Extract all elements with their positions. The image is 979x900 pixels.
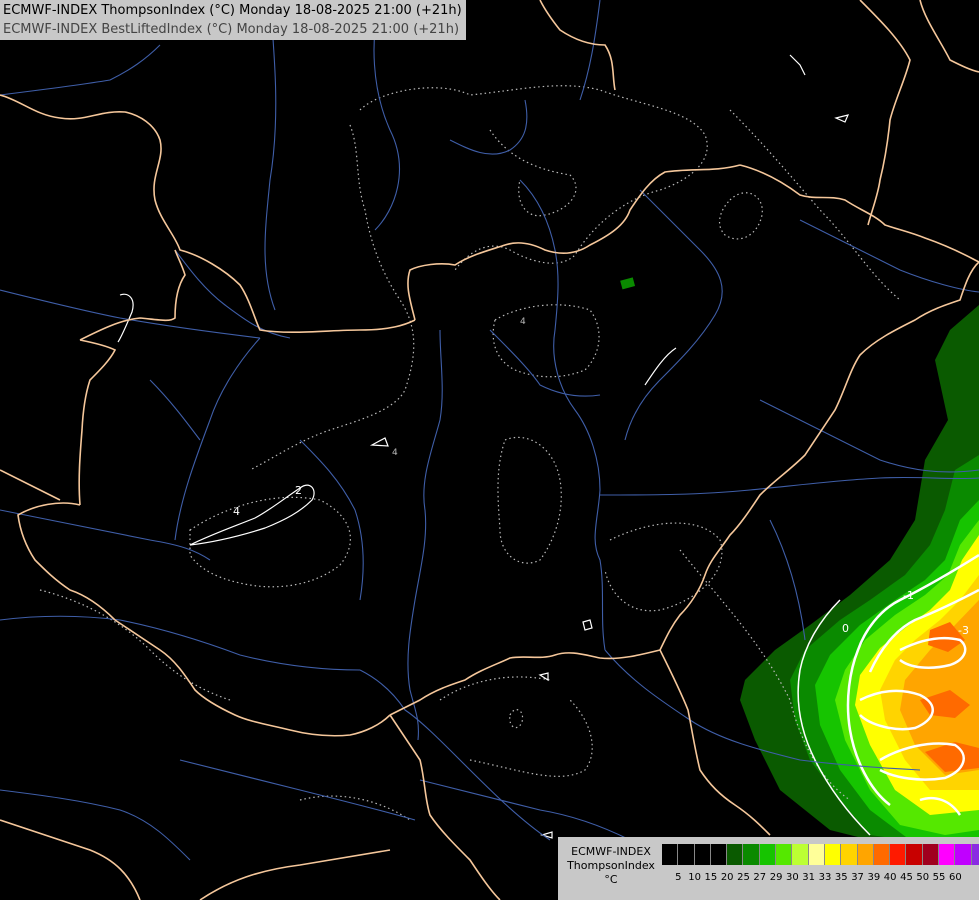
legend-tick-label: 39 — [867, 872, 881, 883]
contour-label: 2 — [295, 484, 302, 497]
contour-label: 4 — [520, 317, 526, 327]
legend-tick-label: 60 — [948, 872, 962, 883]
legend-swatch — [824, 844, 842, 865]
legend-swatch — [759, 844, 777, 865]
legend-ticks: 5 10 15 20 25 27 29 30 31 33 35 37 39 40 45 50 55 60 — [670, 872, 963, 883]
legend-swatch — [792, 844, 809, 865]
legend-swatch — [857, 844, 874, 865]
contour-label: 4 — [392, 448, 398, 458]
legend-swatch — [939, 844, 956, 865]
contour-label: 4 — [233, 505, 240, 518]
legend-tick-label: 45 — [900, 872, 913, 883]
white-contours — [117, 54, 979, 839]
legend-tick-label: 29 — [769, 872, 783, 883]
legend-tick-label: 25 — [737, 872, 750, 883]
legend-tick-label: 27 — [753, 872, 767, 883]
contour-label: 0 — [842, 622, 849, 635]
legend-swatch — [662, 844, 679, 865]
map-title-box: ECMWF-INDEX ThompsonIndex (°C) Monday 18… — [0, 0, 466, 40]
contour-label: -1 — [903, 589, 914, 602]
legend-tick-label: 40 — [883, 872, 897, 883]
legend-title-line1: ECMWF-INDEX — [571, 845, 651, 858]
legend-tick-label: 50 — [916, 872, 930, 883]
legend-swatch — [922, 844, 940, 865]
legend-unit: °C — [604, 873, 618, 886]
legend-swatch — [906, 844, 923, 865]
title-best-lifted-index: ECMWF-INDEX BestLiftedIndex (°C) Monday … — [3, 22, 460, 37]
legend-swatch — [678, 844, 695, 865]
legend-swatch — [841, 844, 858, 865]
dotted-contours — [39, 85, 901, 821]
legend-tick-label: 33 — [818, 872, 832, 883]
legend-tick-label: 35 — [834, 872, 848, 883]
legend-tick-label: 30 — [786, 872, 799, 883]
legend-swatch — [808, 844, 825, 865]
contour-labels: -1 0 -3 4 2 4 4 — [233, 317, 969, 637]
legend-swatch — [955, 844, 972, 865]
lake-balaton-outline — [189, 484, 315, 546]
title-thompson-index: ECMWF-INDEX ThompsonIndex (°C) Monday 18… — [3, 3, 462, 18]
legend-swatch — [694, 844, 711, 865]
legend-swatch — [873, 844, 891, 865]
index-field — [620, 277, 979, 880]
legend-tick-label: 15 — [704, 872, 718, 883]
legend-swatch — [890, 844, 907, 865]
color-legend: ECMWF-INDEX ThompsonIndex °C 5 10 15 20 25 27… — [558, 837, 979, 900]
legend-swatch — [776, 844, 793, 865]
field-dark-orange-3 — [925, 742, 979, 772]
legend-title-line2: ThompsonIndex — [567, 859, 655, 872]
legend-swatch — [727, 844, 744, 865]
legend-tick-label: 10 — [688, 872, 701, 883]
legend-tick-label: 55 — [932, 872, 946, 883]
field-small-green — [620, 277, 636, 290]
legend-swatches — [662, 844, 979, 865]
legend-tick-label: 31 — [802, 872, 816, 883]
legend-title: ECMWF-INDEX ThompsonIndex °C — [562, 845, 660, 887]
legend-tick-label: 37 — [851, 872, 864, 883]
legend-swatch — [743, 844, 760, 865]
legend-swatch — [971, 844, 979, 865]
legend-tick-label: 5 — [675, 872, 682, 883]
legend-tick-label: 20 — [720, 872, 734, 883]
legend-swatch — [710, 844, 728, 865]
contour-label: -3 — [958, 624, 969, 637]
